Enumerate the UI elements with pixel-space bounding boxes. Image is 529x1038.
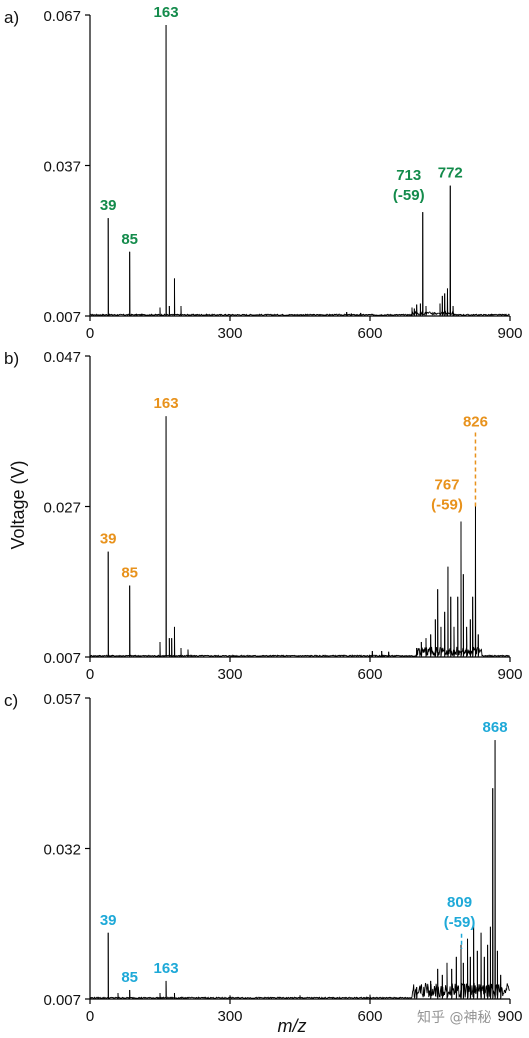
peak-annotation: 809 (447, 894, 472, 911)
peak-annotation: 826 (463, 414, 488, 431)
peak-annotation: 767 (434, 477, 459, 494)
peak-annotation-shift: (-59) (431, 497, 463, 514)
x-tick-label: 0 (86, 325, 94, 342)
y-tick-label: 0.007 (43, 992, 81, 1009)
peak-annotation-shift: (-59) (393, 187, 425, 204)
y-tick-label: 0.067 (43, 8, 81, 25)
peak-annotation: 85 (121, 969, 138, 986)
peak-annotation: 39 (100, 912, 117, 929)
x-tick-label: 0 (86, 666, 94, 683)
panel-letter: b) (4, 349, 19, 368)
peak-annotation: 85 (121, 565, 138, 582)
x-tick-label: 0 (86, 1008, 94, 1025)
peak-annotation: 163 (154, 960, 179, 977)
y-tick-label: 0.057 (43, 691, 81, 708)
x-tick-label: 600 (357, 666, 382, 683)
peak-annotation: 772 (438, 165, 463, 182)
peak-annotation: 85 (121, 231, 138, 248)
y-tick-label: 0.032 (43, 842, 81, 859)
peak-annotation: 39 (100, 531, 117, 548)
x-tick-label: 600 (357, 1008, 382, 1025)
peak-annotation: 713 (396, 167, 421, 184)
spectrum-trace (89, 25, 510, 317)
panel-letter: c) (4, 691, 18, 710)
x-tick-label: 900 (497, 1008, 522, 1025)
peak-annotation: 163 (154, 4, 179, 21)
y-tick-label: 0.007 (43, 309, 81, 326)
x-tick-label: 900 (497, 325, 522, 342)
x-tick-label: 300 (217, 325, 242, 342)
y-axis-label: Voltage (V) (8, 460, 28, 549)
y-tick-label: 0.037 (43, 159, 81, 176)
panel-letter: a) (4, 8, 19, 27)
spectrum-trace (89, 416, 510, 658)
panel-c: c) 0.007 0.032 0.057 0 300 600 900 39 85 163 809 (-5… (4, 691, 523, 1025)
peak-annotation-shift: (-59) (444, 914, 476, 931)
watermark: 知乎 @神秘 (417, 1009, 491, 1026)
x-axis-label: m/z (278, 1016, 307, 1036)
peak-annotation: 163 (154, 395, 179, 412)
x-tick-label: 300 (217, 666, 242, 683)
x-tick-label: 900 (497, 666, 522, 683)
x-tick-label: 600 (357, 325, 382, 342)
x-tick-label: 300 (217, 1008, 242, 1025)
y-tick-label: 0.047 (43, 349, 81, 366)
y-tick-label: 0.007 (43, 650, 81, 667)
y-tick-label: 0.027 (43, 500, 81, 517)
peak-annotation: 868 (483, 719, 508, 736)
peak-annotation: 39 (100, 197, 117, 214)
